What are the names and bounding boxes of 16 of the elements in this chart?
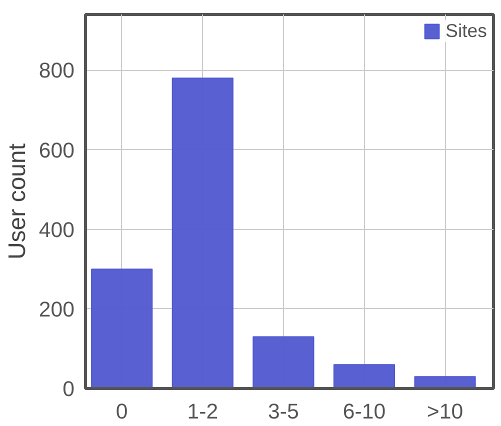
x-tick-label: >10 (426, 400, 464, 424)
bar (252, 336, 314, 388)
bar (333, 364, 396, 388)
y-tick-label: 600 (38, 138, 75, 162)
y-tick-label: 200 (38, 297, 75, 322)
bar (91, 268, 153, 388)
x-tick-label: 6-10 (342, 400, 386, 424)
y-axis-title: User count (4, 143, 31, 260)
x-tick-label: 3-5 (268, 400, 299, 424)
y-tick-label: 0 (62, 377, 75, 401)
bar (172, 78, 234, 388)
legend-label: Sites (446, 20, 487, 42)
x-tick-label: 0 (116, 400, 128, 424)
y-tick-label: 400 (38, 218, 75, 242)
x-tick-label: 1-2 (187, 400, 218, 424)
y-tick-label: 800 (38, 58, 75, 83)
